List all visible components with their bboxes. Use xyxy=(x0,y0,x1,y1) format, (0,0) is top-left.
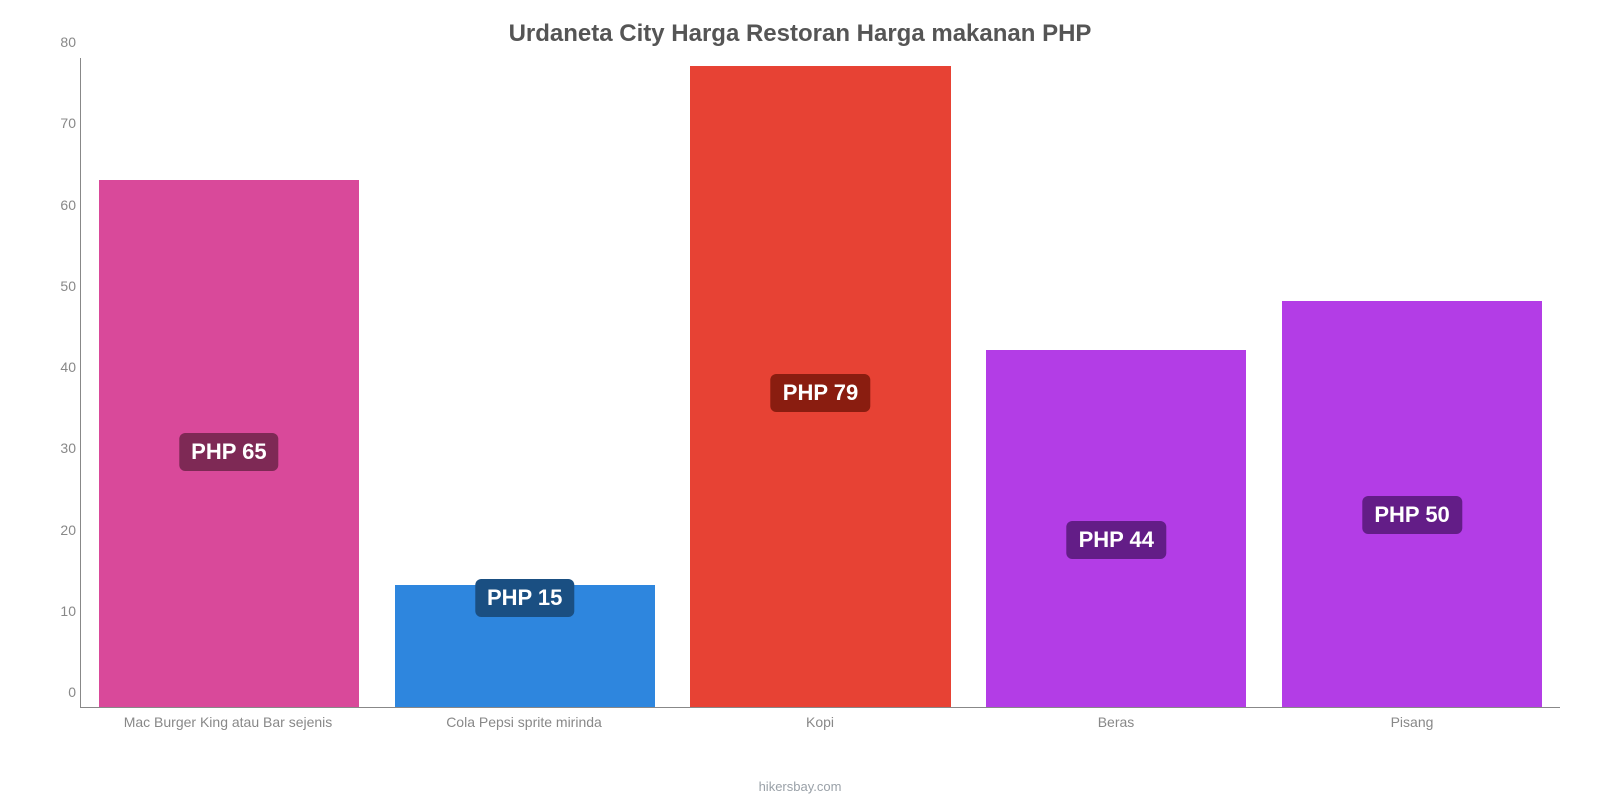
plot-area: 01020304050607080 PHP 65PHP 15PHP 79PHP … xyxy=(40,58,1560,738)
grid-area: PHP 65 PHP 15 PHP 79 PHP 44 PHP 50 xyxy=(80,58,1560,708)
chart-title: Urdaneta City Harga Restoran Harga makan… xyxy=(40,20,1560,48)
x-label: Cola Pepsi sprite mirinda xyxy=(376,708,672,738)
bar-slot: PHP 50 xyxy=(1264,58,1560,707)
bar: PHP 50 xyxy=(1282,301,1542,707)
bar-value-label: PHP 65 xyxy=(179,433,278,471)
x-label: Pisang xyxy=(1264,708,1560,738)
bar-value-label: PHP 79 xyxy=(771,374,870,412)
x-label: Beras xyxy=(968,708,1264,738)
bar-slot: PHP 15 xyxy=(377,58,673,707)
bar: PHP 44 xyxy=(986,350,1246,707)
y-tick: 0 xyxy=(40,684,76,700)
chart-container: Urdaneta City Harga Restoran Harga makan… xyxy=(0,0,1600,800)
bar-value-label: PHP 44 xyxy=(1067,521,1166,559)
y-tick: 30 xyxy=(40,440,76,456)
y-tick: 50 xyxy=(40,278,76,294)
y-axis: 01020304050607080 xyxy=(40,58,80,708)
x-label: Kopi xyxy=(672,708,968,738)
bar-value-label: PHP 50 xyxy=(1362,496,1461,534)
x-label: Mac Burger King atau Bar sejenis xyxy=(80,708,376,738)
bar-slot: PHP 44 xyxy=(968,58,1264,707)
y-tick: 20 xyxy=(40,522,76,538)
bar-slot: PHP 65 xyxy=(81,58,377,707)
bar: PHP 79 xyxy=(690,66,950,707)
bar: PHP 15 xyxy=(395,585,655,707)
bar: PHP 65 xyxy=(99,180,359,707)
y-tick: 80 xyxy=(40,34,76,50)
bar-slot: PHP 79 xyxy=(673,58,969,707)
x-axis: Mac Burger King atau Bar sejenisCola Pep… xyxy=(80,708,1560,738)
y-tick: 10 xyxy=(40,603,76,619)
bars-row: PHP 65 PHP 15 PHP 79 PHP 44 PHP 50 xyxy=(81,58,1560,707)
bar-value-label: PHP 15 xyxy=(475,579,574,617)
credit-text: hikersbay.com xyxy=(0,779,1600,794)
y-tick: 70 xyxy=(40,115,76,131)
y-tick: 40 xyxy=(40,359,76,375)
y-tick: 60 xyxy=(40,197,76,213)
